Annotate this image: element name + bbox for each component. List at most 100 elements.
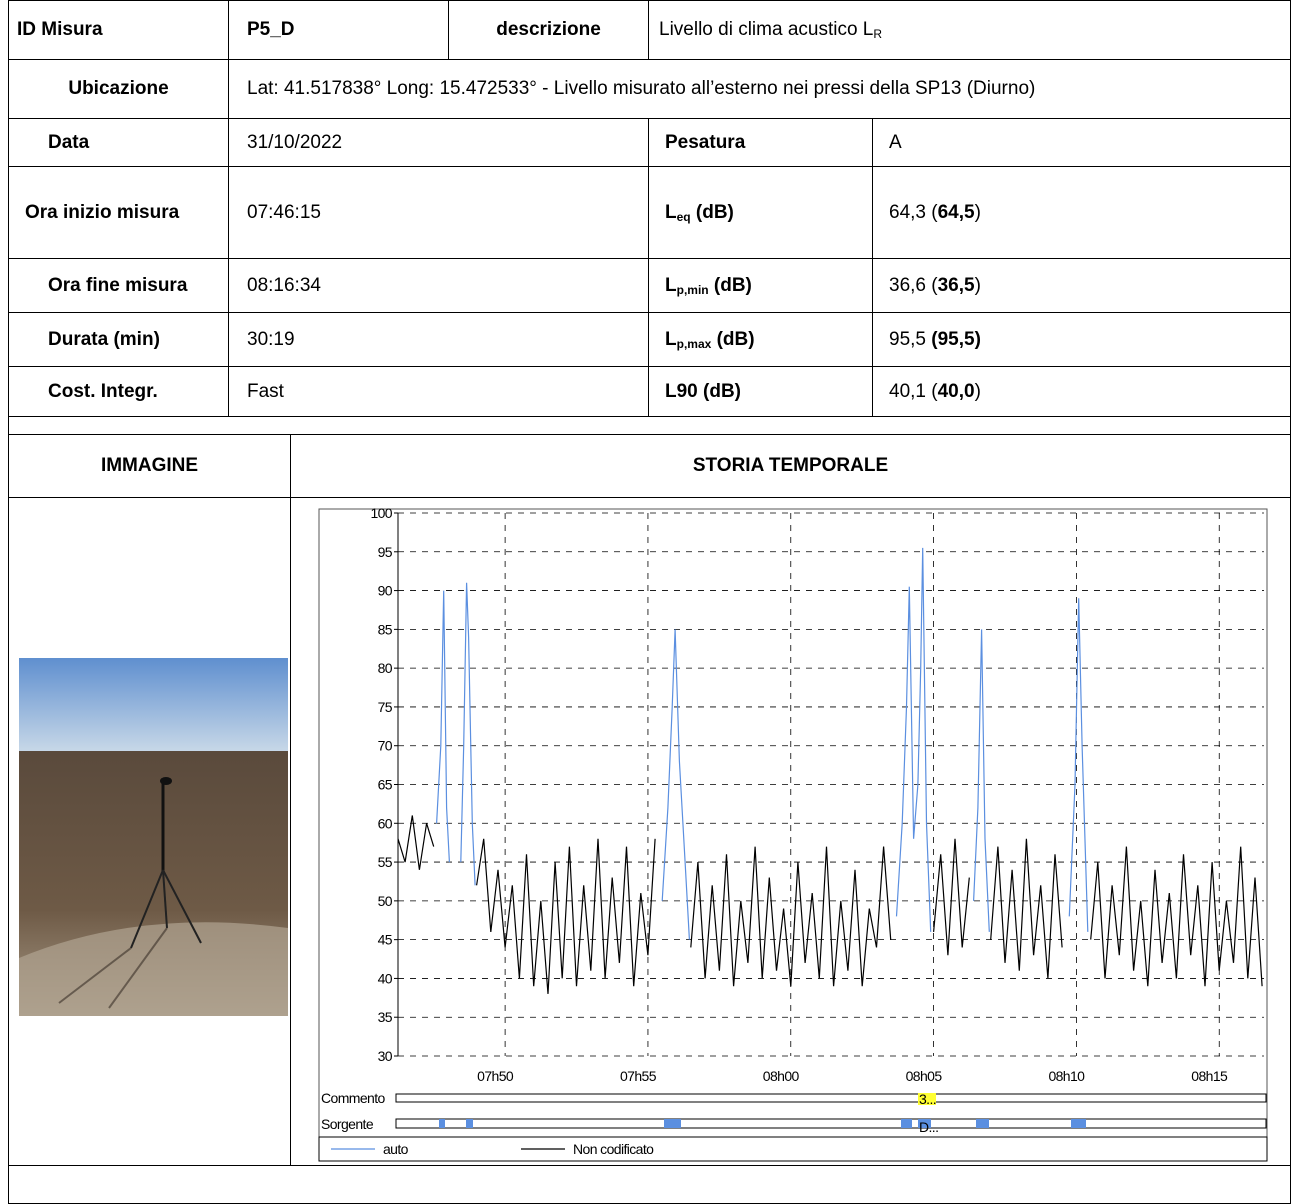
text: 64,3 ( (889, 202, 938, 223)
label: descrizione (449, 1, 649, 60)
result: 40,1 (40,0) (873, 367, 1291, 417)
row: Durata (min) 30:19 Lp,max (dB) 95,5 (95,… (9, 313, 1291, 367)
row: Ora fine misura 08:16:34 Lp,min (dB) 36,… (9, 259, 1291, 313)
x-tick-label: 08h05 (906, 1068, 943, 1084)
series-line (461, 583, 475, 886)
value: 30:19 (229, 313, 649, 367)
shape (901, 1119, 912, 1128)
series-line (1069, 598, 1088, 932)
series-line (897, 548, 931, 932)
annotation: 3... (919, 1091, 936, 1107)
value: A (873, 119, 1291, 167)
label-text: Ora inizio misura (25, 202, 229, 224)
track-label: Sorgente (321, 1116, 374, 1132)
track-label: Commento (321, 1090, 385, 1106)
text: (dB) (691, 202, 734, 223)
value: Livello di clima acustico LR (649, 1, 1291, 60)
row: ID Misura P5_D descrizione Livello di cl… (9, 1, 1291, 60)
text: (95,5) (931, 329, 981, 350)
label: Ora fine misura (9, 259, 229, 313)
row: Ora inizio misura 07:46:15 Leq (dB) 64,3… (9, 167, 1291, 259)
param: Lp,min (dB) (649, 259, 873, 313)
value: P5_D (229, 1, 449, 60)
y-tick-label: 85 (378, 621, 393, 637)
y-tick-label: 70 (378, 738, 393, 754)
row: Data 31/10/2022 Pesatura A (9, 119, 1291, 167)
y-tick-label: 45 (378, 932, 393, 948)
y-tick-label: 40 (378, 970, 393, 986)
y-tick-label: 90 (378, 583, 393, 599)
x-tick-label: 08h15 (1191, 1068, 1228, 1084)
x-tick-label: 07h55 (620, 1068, 657, 1084)
body: ID Misura P5_D descrizione Livello di cl… (0, 0, 1293, 1203)
text: ) (975, 275, 981, 296)
photo (19, 658, 288, 1016)
page: {"table": { "id_label": "ID Misura", "id… (0, 0, 1293, 1203)
row: IMMAGINE STORIA TEMPORALE (9, 435, 1291, 498)
text: (dB) (711, 329, 754, 350)
shape (19, 658, 288, 753)
y-tick-label: 35 (378, 1009, 393, 1025)
result: 64,3 (64,5) (873, 167, 1291, 259)
param: Lp,max (dB) (649, 313, 873, 367)
legend-label: Non codificato (573, 1141, 654, 1157)
text: 95,5 (889, 329, 931, 350)
image-cell (9, 498, 291, 1166)
annotation: D... (919, 1119, 938, 1135)
text: (dB) (709, 275, 752, 296)
measure-sheet: ID Misura P5_D descrizione Livello di cl… (8, 0, 1291, 1204)
label: ID Misura (9, 1, 229, 60)
x-tick-label: 08h00 (763, 1068, 800, 1084)
text: ) (975, 381, 981, 402)
series-line (991, 839, 1062, 979)
series-line (974, 629, 990, 932)
series-line (437, 591, 450, 863)
shape (1071, 1119, 1086, 1128)
source-track (396, 1119, 1266, 1128)
y-tick-label: 50 (378, 893, 393, 909)
chart-cell: 303540455055606570758085909510007h5007h5… (291, 498, 1291, 1166)
value: 31/10/2022 (229, 119, 649, 167)
series-line (1091, 847, 1262, 987)
shape (439, 1119, 445, 1128)
shape: ID Misura P5_D descrizione Livello di cl… (9, 1, 1291, 1204)
text: 36,6 ( (889, 275, 938, 296)
text: p,max (677, 337, 712, 351)
legend-box (319, 1137, 1267, 1161)
comment-track (396, 1094, 1266, 1102)
text: p,min (677, 283, 709, 297)
y-tick-label: 80 (378, 660, 393, 676)
text: L (665, 329, 677, 350)
label: Ubicazione (9, 60, 229, 119)
text: 40,0 (938, 381, 975, 402)
text: 64,5 (938, 202, 975, 223)
y-tick-label: 100 (370, 505, 392, 521)
y-tick-label: 95 (378, 544, 393, 560)
text: L (665, 202, 677, 223)
subscript: R (873, 27, 882, 41)
value: Lat: 41.517838° Long: 15.472533° - Livel… (229, 60, 1291, 119)
y-tick-label: 60 (378, 815, 393, 831)
header: STORIA TEMPORALE (291, 435, 1291, 498)
x-tick-label: 07h50 (477, 1068, 514, 1084)
empty-cell (9, 1166, 1291, 1204)
label: Data (9, 119, 229, 167)
spacer-row (9, 417, 1291, 435)
y-tick-label: 30 (378, 1048, 393, 1064)
empty-cell (9, 417, 1291, 435)
header: IMMAGINE (9, 435, 291, 498)
y-tick-label: 75 (378, 699, 393, 715)
y-tick-label: 55 (378, 854, 393, 870)
row: Ubicazione Lat: 41.517838° Long: 15.4725… (9, 60, 1291, 119)
label: Durata (min) (9, 313, 229, 367)
value: Fast (229, 367, 649, 417)
spacer-row (9, 1166, 1291, 1204)
text: Livello di clima acustico L (659, 19, 873, 40)
text: 40,1 ( (889, 381, 938, 402)
text: 36,5 (938, 275, 975, 296)
series-line (691, 847, 891, 987)
value: 08:16:34 (229, 259, 649, 313)
value: 07:46:15 (229, 167, 649, 259)
